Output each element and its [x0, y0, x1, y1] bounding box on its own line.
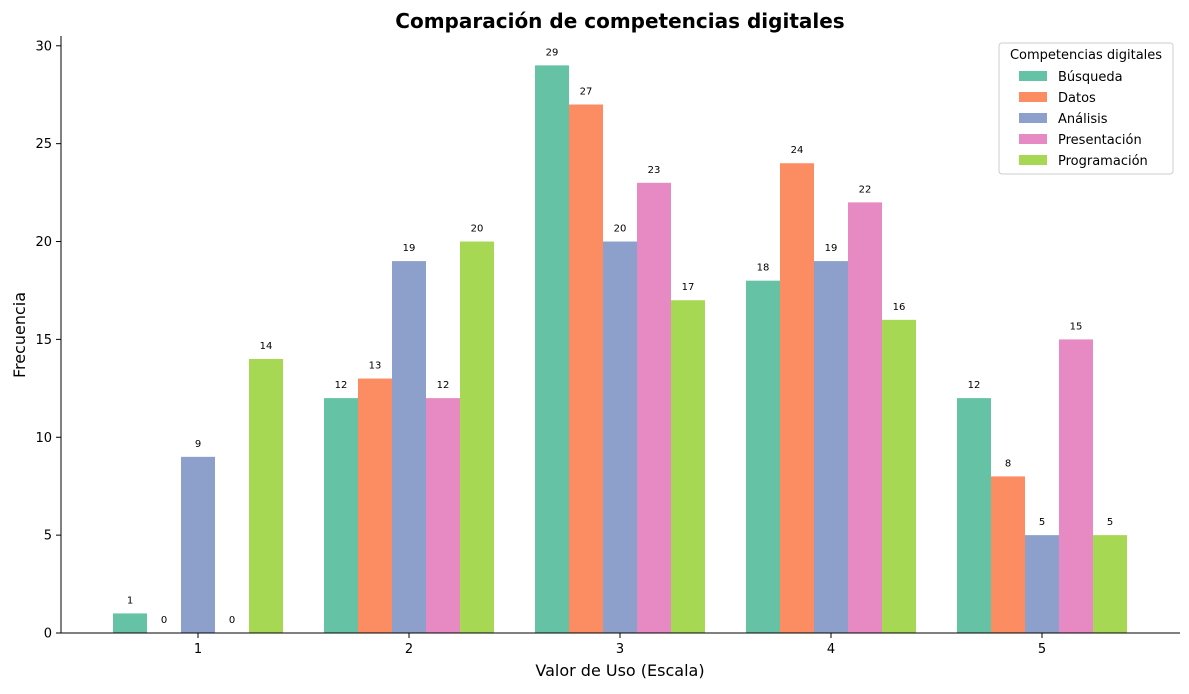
legend-swatch: [1019, 134, 1047, 144]
bar: [991, 476, 1025, 633]
data-label: 24: [791, 145, 804, 156]
data-label: 19: [825, 243, 838, 254]
legend-label: Programación: [1058, 154, 1148, 169]
legend-label: Búsqueda: [1058, 70, 1123, 85]
y-tick-label: 30: [35, 39, 52, 54]
bar: [746, 280, 780, 633]
bar: [358, 378, 392, 633]
legend-label: Presentación: [1058, 133, 1142, 148]
data-label: 0: [229, 615, 235, 626]
legend: Competencias digitales Búsqueda Datos Análi…: [998, 42, 1174, 175]
data-label: 1: [127, 595, 133, 606]
data-label: 20: [614, 224, 627, 235]
x-axis-label: Valor de Uso (Escala): [535, 661, 704, 680]
data-label: 13: [369, 361, 382, 372]
x-tick-label: 4: [827, 642, 835, 657]
data-labels-layer: 1 0 9 0 14 12 13 19 12 20 29 27 20 23 17 18 24 19 22 16 12 8 5…: [127, 47, 1113, 626]
bar: [460, 241, 494, 633]
bar: [780, 163, 814, 634]
bar: [392, 261, 426, 633]
legend-swatch: [1019, 113, 1047, 123]
legend-swatch: [1019, 155, 1047, 165]
x-tick-label: 1: [194, 642, 202, 657]
bar: [603, 241, 637, 633]
data-label: 27: [580, 87, 593, 98]
bar: [1025, 535, 1059, 633]
bar: [671, 300, 705, 633]
legend-swatch: [1019, 71, 1047, 81]
legend-title: Competencias digitales: [1010, 48, 1162, 63]
bar: [535, 65, 569, 633]
y-tick-label: 20: [35, 235, 52, 250]
data-label: 16: [893, 302, 906, 313]
bars-layer: [113, 65, 1127, 634]
data-label: 5: [1107, 517, 1113, 528]
y-tick-label: 0: [44, 627, 52, 642]
bar: [882, 319, 916, 633]
bar: [113, 613, 147, 633]
data-label: 8: [1005, 458, 1011, 469]
data-label: 12: [437, 380, 450, 391]
bar: [637, 182, 671, 633]
x-tick-label: 5: [1038, 642, 1046, 657]
y-tick-label: 25: [35, 137, 52, 152]
data-label: 18: [757, 263, 770, 274]
legend-swatch: [1019, 92, 1047, 102]
bar: [1059, 339, 1093, 633]
bar: [848, 202, 882, 633]
data-label: 20: [471, 224, 484, 235]
data-label: 29: [546, 47, 559, 58]
data-label: 15: [1070, 321, 1083, 332]
bar: [181, 456, 215, 633]
data-label: 12: [335, 380, 348, 391]
data-label: 22: [859, 184, 872, 195]
bar: [1093, 535, 1127, 633]
bar: [814, 261, 848, 633]
bar: [324, 398, 358, 633]
bar: [249, 358, 283, 633]
chart-title: Comparación de competencias digitales: [395, 9, 844, 33]
y-tick-label: 15: [35, 333, 52, 348]
x-tick-label: 3: [616, 642, 624, 657]
x-tick-label: 2: [405, 642, 413, 657]
data-label: 9: [195, 439, 201, 450]
legend-label: Análisis: [1058, 112, 1108, 127]
bar: [569, 104, 603, 634]
bar: [426, 398, 460, 633]
y-tick-label: 10: [35, 431, 52, 446]
data-label: 12: [968, 380, 981, 391]
y-tick-label: 5: [44, 529, 52, 544]
y-axis-label: Frecuencia: [10, 292, 29, 378]
data-label: 23: [648, 165, 661, 176]
bar: [957, 398, 991, 633]
legend-label: Datos: [1058, 91, 1096, 106]
data-label: 17: [682, 282, 695, 293]
data-label: 0: [161, 615, 167, 626]
data-label: 19: [403, 243, 416, 254]
data-label: 14: [260, 341, 273, 352]
data-label: 5: [1039, 517, 1045, 528]
